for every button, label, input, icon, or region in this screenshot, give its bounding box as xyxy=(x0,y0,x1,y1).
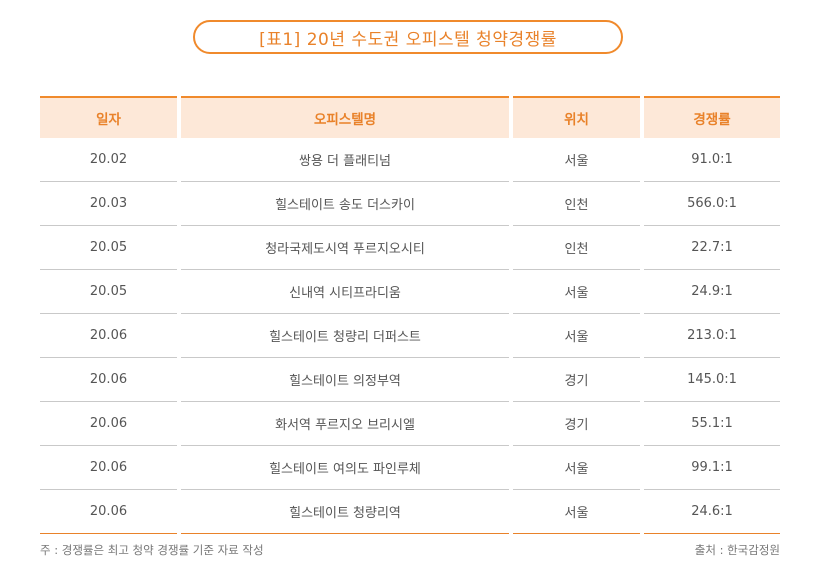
table-row: 20.03 힐스테이트 송도 더스카이 인천 566.0:1 xyxy=(40,182,780,226)
cell-location: 서울 xyxy=(513,446,640,490)
header-officetel-name: 오피스텔명 xyxy=(181,96,509,138)
source-note: 출처 : 한국감정원 xyxy=(694,543,780,557)
cell-location: 인천 xyxy=(513,226,640,270)
table-title: [표1] 20년 수도권 오피스텔 청약경쟁률 xyxy=(193,20,623,54)
cell-date: 20.06 xyxy=(40,402,177,446)
table-row: 20.02 쌍용 더 플래티넘 서울 91.0:1 xyxy=(40,138,780,182)
table-row: 20.06 힐스테이트 의정부역 경기 145.0:1 xyxy=(40,358,780,402)
cell-date: 20.06 xyxy=(40,446,177,490)
cell-competition-rate: 99.1:1 xyxy=(644,446,780,490)
cell-date: 20.06 xyxy=(40,490,177,534)
cell-location: 서울 xyxy=(513,490,640,534)
cell-officetel-name: 힐스테이트 송도 더스카이 xyxy=(181,182,509,226)
cell-date: 20.05 xyxy=(40,226,177,270)
table-row: 20.05 신내역 시티프라디움 서울 24.9:1 xyxy=(40,270,780,314)
cell-location: 인천 xyxy=(513,182,640,226)
cell-competition-rate: 55.1:1 xyxy=(644,402,780,446)
cell-competition-rate: 145.0:1 xyxy=(644,358,780,402)
cell-location: 서울 xyxy=(513,314,640,358)
cell-date: 20.06 xyxy=(40,314,177,358)
table-title-text: [표1] 20년 수도권 오피스텔 청약경쟁률 xyxy=(259,29,557,50)
cell-officetel-name: 화서역 푸르지오 브리시엘 xyxy=(181,402,509,446)
cell-officetel-name: 힐스테이트 청량리역 xyxy=(181,490,509,534)
cell-officetel-name: 힐스테이트 청량리 더퍼스트 xyxy=(181,314,509,358)
cell-competition-rate: 22.7:1 xyxy=(644,226,780,270)
table-row: 20.06 화서역 푸르지오 브리시엘 경기 55.1:1 xyxy=(40,402,780,446)
table-row: 20.05 청라국제도시역 푸르지오시티 인천 22.7:1 xyxy=(40,226,780,270)
cell-location: 경기 xyxy=(513,402,640,446)
table-row: 20.06 힐스테이트 청량리역 서울 24.6:1 xyxy=(40,490,780,534)
table-header-row: 일자 오피스텔명 위치 경쟁률 xyxy=(40,96,780,138)
cell-competition-rate: 566.0:1 xyxy=(644,182,780,226)
header-date: 일자 xyxy=(40,96,177,138)
cell-date: 20.03 xyxy=(40,182,177,226)
cell-officetel-name: 청라국제도시역 푸르지오시티 xyxy=(181,226,509,270)
cell-location: 경기 xyxy=(513,358,640,402)
header-competition-rate: 경쟁률 xyxy=(644,96,780,138)
cell-officetel-name: 힐스테이트 의정부역 xyxy=(181,358,509,402)
cell-officetel-name: 쌍용 더 플래티넘 xyxy=(181,138,509,182)
cell-officetel-name: 힐스테이트 여의도 파인루체 xyxy=(181,446,509,490)
cell-competition-rate: 24.9:1 xyxy=(644,270,780,314)
cell-officetel-name: 신내역 시티프라디움 xyxy=(181,270,509,314)
table-footer: 주 : 경쟁률은 최고 청약 경쟁률 기준 자료 작성 출처 : 한국감정원 xyxy=(40,542,780,558)
cell-location: 서울 xyxy=(513,138,640,182)
cell-location: 서울 xyxy=(513,270,640,314)
cell-competition-rate: 91.0:1 xyxy=(644,138,780,182)
competition-rate-table: 일자 오피스텔명 위치 경쟁률 20.02 쌍용 더 플래티넘 서울 91.0:… xyxy=(40,96,780,534)
table-row: 20.06 힐스테이트 여의도 파인루체 서울 99.1:1 xyxy=(40,446,780,490)
cell-date: 20.05 xyxy=(40,270,177,314)
cell-date: 20.02 xyxy=(40,138,177,182)
cell-date: 20.06 xyxy=(40,358,177,402)
cell-competition-rate: 213.0:1 xyxy=(644,314,780,358)
footnote: 주 : 경쟁률은 최고 청약 경쟁률 기준 자료 작성 xyxy=(40,543,264,557)
header-location: 위치 xyxy=(513,96,640,138)
cell-competition-rate: 24.6:1 xyxy=(644,490,780,534)
table-row: 20.06 힐스테이트 청량리 더퍼스트 서울 213.0:1 xyxy=(40,314,780,358)
